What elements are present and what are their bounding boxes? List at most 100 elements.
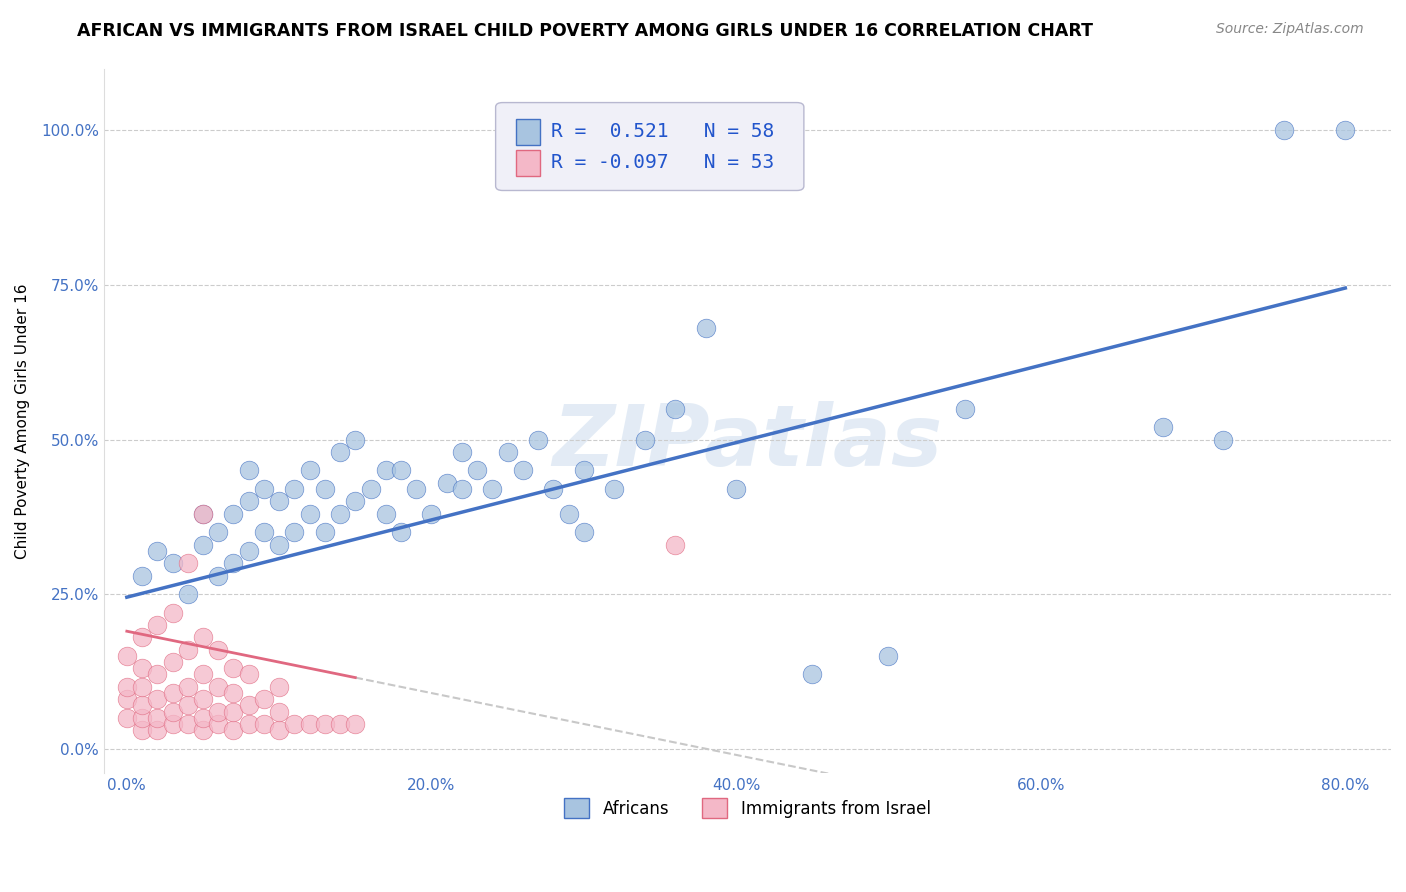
Legend: Africans, Immigrants from Israel: Africans, Immigrants from Israel bbox=[558, 791, 938, 825]
Point bbox=[512, 463, 534, 477]
Point bbox=[162, 655, 184, 669]
Point bbox=[177, 680, 200, 694]
Point bbox=[253, 717, 276, 731]
Point bbox=[801, 667, 824, 681]
Point bbox=[146, 618, 169, 632]
Point bbox=[603, 482, 626, 496]
Point bbox=[389, 525, 412, 540]
Point bbox=[207, 642, 229, 657]
Text: R =  0.521   N = 58: R = 0.521 N = 58 bbox=[551, 122, 775, 141]
Point bbox=[191, 692, 214, 706]
Point bbox=[207, 568, 229, 582]
Point bbox=[572, 463, 595, 477]
Text: R = -0.097   N = 53: R = -0.097 N = 53 bbox=[551, 153, 775, 172]
Point bbox=[146, 667, 169, 681]
Point bbox=[344, 717, 367, 731]
Point bbox=[191, 507, 214, 521]
Point bbox=[664, 401, 686, 416]
Point bbox=[207, 705, 229, 719]
Point bbox=[451, 482, 474, 496]
Point bbox=[162, 686, 184, 700]
Point bbox=[115, 692, 138, 706]
Point bbox=[207, 717, 229, 731]
Point bbox=[162, 606, 184, 620]
Point bbox=[253, 482, 276, 496]
Point bbox=[405, 482, 427, 496]
Point bbox=[496, 445, 519, 459]
Point bbox=[222, 556, 245, 570]
Point bbox=[360, 482, 382, 496]
Point bbox=[207, 680, 229, 694]
Point bbox=[115, 648, 138, 663]
Point bbox=[238, 667, 260, 681]
Point bbox=[695, 321, 717, 335]
Point bbox=[115, 680, 138, 694]
Point bbox=[177, 556, 200, 570]
Point bbox=[131, 711, 153, 725]
Point bbox=[222, 705, 245, 719]
Point bbox=[191, 631, 214, 645]
Point bbox=[191, 667, 214, 681]
Point bbox=[222, 661, 245, 675]
Point bbox=[1212, 433, 1234, 447]
Point bbox=[191, 711, 214, 725]
Point bbox=[314, 525, 336, 540]
Point bbox=[146, 711, 169, 725]
Point bbox=[953, 401, 976, 416]
Point bbox=[877, 648, 900, 663]
Point bbox=[436, 475, 458, 490]
Point bbox=[177, 642, 200, 657]
Point bbox=[146, 544, 169, 558]
Point bbox=[283, 482, 305, 496]
Point bbox=[131, 680, 153, 694]
Point bbox=[191, 723, 214, 738]
Point bbox=[1274, 123, 1296, 137]
Point bbox=[1334, 123, 1357, 137]
Point bbox=[465, 463, 488, 477]
Point bbox=[634, 433, 657, 447]
Point bbox=[162, 717, 184, 731]
Point bbox=[420, 507, 443, 521]
Point bbox=[725, 482, 748, 496]
Point bbox=[269, 494, 291, 508]
Point bbox=[481, 482, 503, 496]
Point bbox=[162, 556, 184, 570]
Point bbox=[177, 717, 200, 731]
Point bbox=[222, 686, 245, 700]
Point bbox=[374, 507, 396, 521]
Point bbox=[269, 680, 291, 694]
Point bbox=[238, 698, 260, 713]
Point bbox=[162, 705, 184, 719]
Point bbox=[451, 445, 474, 459]
Point bbox=[329, 445, 352, 459]
Point bbox=[283, 717, 305, 731]
Point bbox=[238, 544, 260, 558]
Point bbox=[253, 525, 276, 540]
Point bbox=[191, 507, 214, 521]
Point bbox=[131, 568, 153, 582]
Point bbox=[283, 525, 305, 540]
Point bbox=[314, 482, 336, 496]
Point bbox=[131, 698, 153, 713]
Point bbox=[131, 631, 153, 645]
Point bbox=[527, 433, 550, 447]
Point bbox=[572, 525, 595, 540]
Point bbox=[177, 698, 200, 713]
Point bbox=[344, 494, 367, 508]
Point bbox=[329, 717, 352, 731]
Point bbox=[314, 717, 336, 731]
Point bbox=[207, 525, 229, 540]
Point bbox=[269, 723, 291, 738]
Point bbox=[238, 494, 260, 508]
Text: Source: ZipAtlas.com: Source: ZipAtlas.com bbox=[1216, 22, 1364, 37]
Point bbox=[269, 538, 291, 552]
Point bbox=[1152, 420, 1174, 434]
Point bbox=[238, 463, 260, 477]
Y-axis label: Child Poverty Among Girls Under 16: Child Poverty Among Girls Under 16 bbox=[15, 284, 30, 558]
Point bbox=[131, 661, 153, 675]
Point bbox=[329, 507, 352, 521]
Point bbox=[222, 723, 245, 738]
Point bbox=[543, 482, 565, 496]
Point bbox=[238, 717, 260, 731]
Point bbox=[664, 538, 686, 552]
